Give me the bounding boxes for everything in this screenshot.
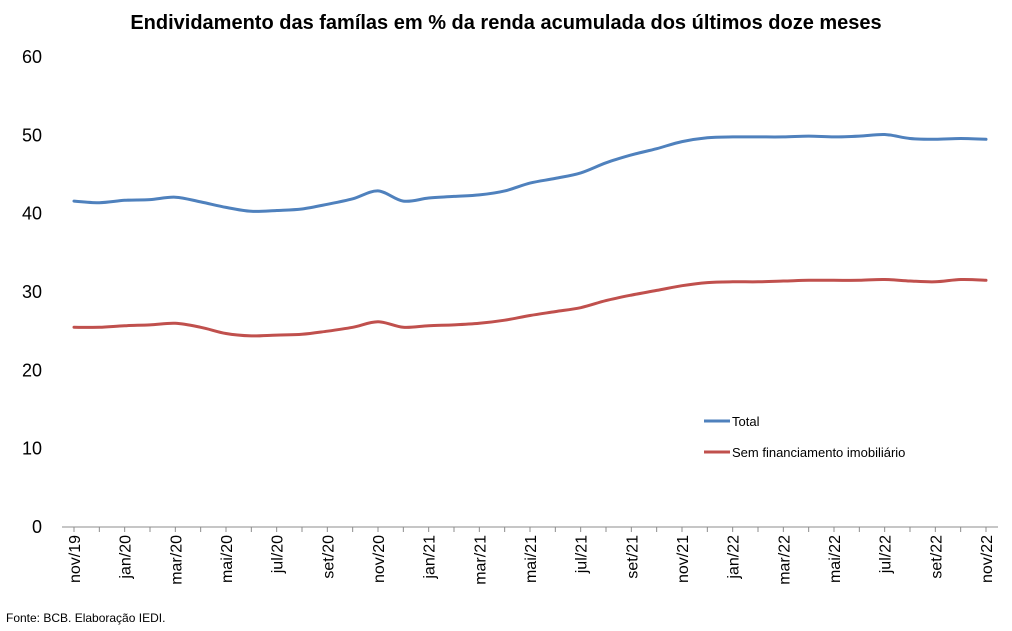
y-tick-label: 10: [22, 439, 42, 459]
y-tick-label: 60: [22, 47, 42, 67]
x-tick-label: jul/20: [270, 535, 287, 574]
x-tick-label: mar/21: [472, 535, 489, 585]
x-tick-label: nov/19: [67, 535, 84, 583]
x-tick-label: mai/22: [827, 535, 844, 583]
x-tick-label: mar/22: [776, 535, 793, 585]
y-tick-label: 0: [32, 517, 42, 537]
x-tick-label: nov/20: [371, 535, 388, 583]
x-tick-label: jul/22: [878, 535, 895, 574]
y-tick-label: 30: [22, 282, 42, 302]
x-tick-label: set/21: [624, 535, 641, 579]
x-tick-label: mar/20: [168, 535, 185, 585]
chart-title: Endividamento das famílas em % da renda …: [130, 12, 882, 34]
y-tick-label: 50: [22, 125, 42, 145]
x-tick-label: jan/21: [422, 535, 439, 580]
x-axis: nov/19 jan/20 mar/20 mai/20 jul/20 set/20 nov/…: [62, 526, 998, 585]
source-note: Fonte: BCB. Elaboração IEDI.: [6, 611, 166, 625]
x-tick-label: jan/20: [118, 535, 135, 580]
x-tick-label: set/22: [928, 535, 945, 579]
y-tick-label: 20: [22, 360, 42, 380]
y-axis: 0 10 20 30 40 50 60: [22, 47, 42, 537]
x-tick-label: jul/21: [574, 535, 591, 574]
legend-label: Total: [732, 414, 760, 429]
series-line-total: [72, 132, 988, 213]
x-tick-label: jan/22: [726, 535, 743, 580]
legend-label: Sem financiamento imobiliário: [732, 445, 905, 460]
x-tick-label: nov/22: [979, 535, 996, 583]
x-tick-label: set/20: [320, 535, 337, 579]
series-lines: [72, 132, 988, 338]
legend: Total Sem financiamento imobiliário: [704, 414, 905, 460]
series-line-sem-financiamento: [72, 277, 988, 338]
y-tick-label: 40: [22, 204, 42, 224]
x-tick-label: nov/21: [675, 535, 692, 583]
x-tick-label: mai/20: [219, 535, 236, 583]
x-tick-label: mai/21: [523, 535, 540, 583]
